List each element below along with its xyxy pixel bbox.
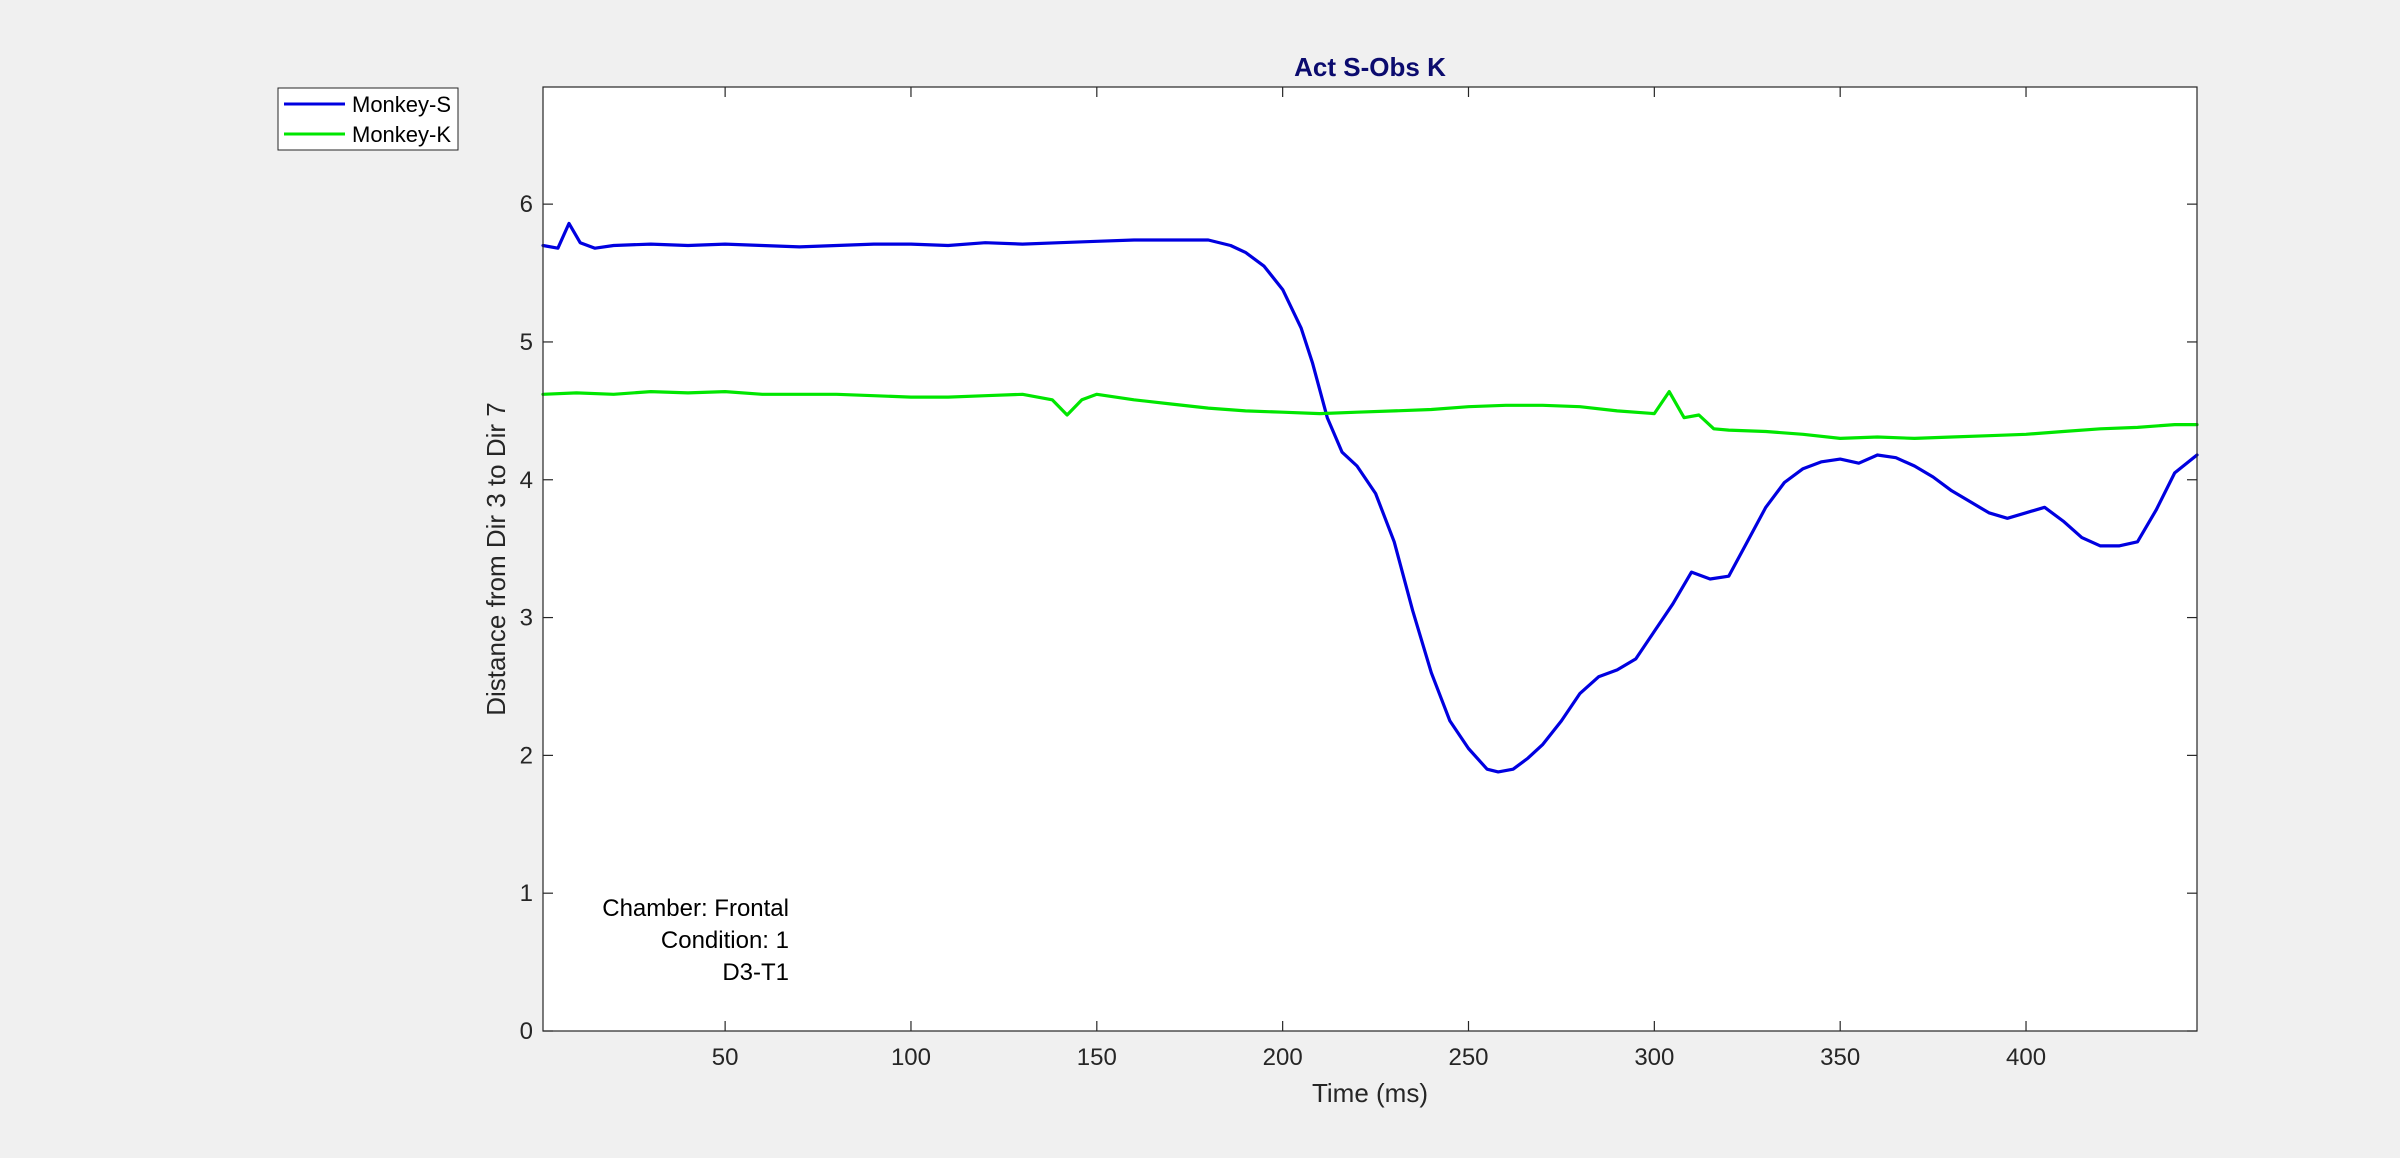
legend-box <box>277 87 459 151</box>
series-line-monkey-k <box>541 390 2199 440</box>
annotation-trial: D3-T1 <box>722 959 789 986</box>
legend-label-monkey-k: Monkey-K <box>352 122 451 147</box>
y-tick-label: 5 <box>520 329 533 356</box>
plot-frame <box>542 86 2198 1032</box>
tick-layer: 50 100 150 200 250 300 350 400 0 1 2 3 4 5 6 <box>520 87 2197 1071</box>
legend-label-monkey-s: Monkey-S <box>352 92 451 117</box>
y-tick-label: 1 <box>520 880 533 907</box>
annotation-condition: Condition: 1 <box>661 927 789 954</box>
series-line-monkey-s <box>541 221 2199 774</box>
x-tick-label: 350 <box>1820 1044 1860 1071</box>
plot-background <box>543 87 2197 1031</box>
x-tick-label: 100 <box>891 1044 931 1071</box>
x-tick-label: 150 <box>1077 1044 1117 1071</box>
x-tick-label: 400 <box>2006 1044 2046 1071</box>
x-tick-label: 50 <box>712 1044 739 1071</box>
x-tick-label: 250 <box>1448 1044 1488 1071</box>
chart-title: Act S-Obs K <box>1294 52 1446 82</box>
annotation-chamber: Chamber: Frontal <box>602 895 789 922</box>
y-tick-label: 2 <box>520 742 533 769</box>
y-axis-label: Distance from Dir 3 to Dir 7 <box>481 402 511 716</box>
legend: Monkey-S Monkey-K <box>277 87 459 151</box>
x-tick-label: 300 <box>1634 1044 1674 1071</box>
y-tick-label: 3 <box>520 605 533 632</box>
annotation: Chamber: Frontal Condition: 1 D3-T1 <box>602 895 789 986</box>
x-tick-label: 200 <box>1263 1044 1303 1071</box>
y-tick-label: 0 <box>520 1018 533 1045</box>
series-layer <box>541 221 2199 774</box>
y-tick-label: 6 <box>520 191 533 218</box>
y-tick-label: 4 <box>520 467 533 494</box>
x-axis-label: Time (ms) <box>1312 1078 1428 1108</box>
